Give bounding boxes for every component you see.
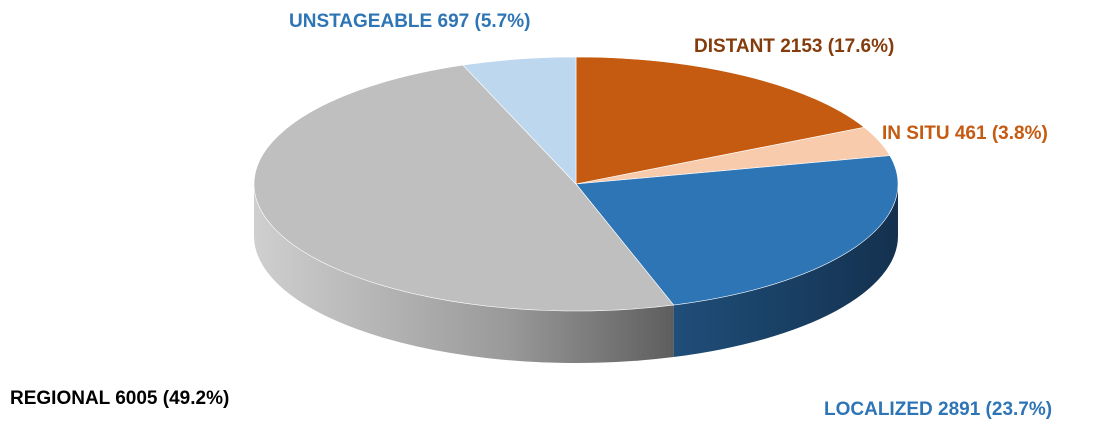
slice-percent: 5.7% — [480, 11, 525, 32]
slice-name: REGIONAL — [10, 388, 110, 409]
pie-side-walls — [254, 184, 898, 363]
slice-value: 2153 — [780, 36, 823, 57]
data-label-in-situ: IN SITU 461 (3.8%) — [882, 123, 1048, 144]
pie-slice-localized — [575, 155, 899, 306]
pie-slice-distant — [575, 56, 865, 185]
slice-name: IN SITU — [882, 123, 950, 144]
slice-name: UNSTAGEABLE — [289, 11, 433, 32]
pie-slices — [253, 56, 899, 312]
slice-percent: 3.8% — [998, 123, 1042, 144]
data-label-regional: REGIONAL 6005 (49.2%) — [10, 388, 230, 409]
slice-percent: 23.7% — [991, 399, 1046, 420]
pie-slice-unstageable — [462, 56, 577, 185]
pie-slice-regional — [253, 64, 675, 312]
slice-name: LOCALIZED — [824, 399, 933, 420]
slice-percent: 17.6% — [834, 36, 888, 57]
slice-value: 461 — [954, 123, 987, 144]
pie-side-regional — [254, 184, 674, 363]
slice-value: 697 — [437, 11, 470, 32]
data-label-unstageable: UNSTAGEABLE 697 (5.7%) — [289, 11, 531, 32]
data-label-localized: LOCALIZED 2891 (23.7%) — [824, 399, 1053, 420]
slice-value: 2891 — [938, 399, 981, 420]
slice-value: 6005 — [115, 388, 158, 409]
pie-side-localized — [673, 184, 898, 358]
slice-name: DISTANT — [694, 36, 775, 57]
data-label-distant: DISTANT 2153 (17.6%) — [694, 36, 895, 57]
slice-percent: 49.2% — [169, 388, 223, 409]
